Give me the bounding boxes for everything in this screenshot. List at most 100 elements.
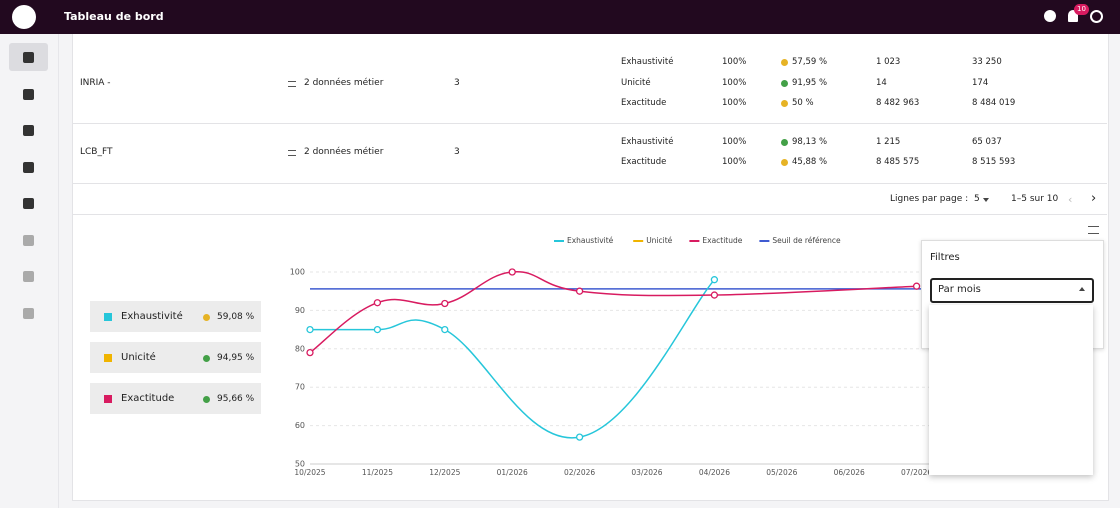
x-tick-label: 04/2026 [699, 468, 730, 477]
logo[interactable] [12, 5, 36, 29]
series-line [310, 279, 715, 439]
page-title: Tableau de bord [64, 10, 164, 23]
filter-icon [288, 150, 296, 156]
sidebar-icon[interactable] [23, 52, 34, 63]
y-tick-label: 70 [295, 383, 305, 392]
series-point [441, 325, 449, 334]
select-arrow [1079, 287, 1085, 291]
status-dot [781, 100, 788, 108]
status-dot [203, 355, 210, 362]
rows-per-page[interactable]: 5 [974, 194, 980, 204]
status-dot [781, 138, 788, 146]
summary-value: 94,95 % [217, 353, 255, 363]
legend-label: Exactitude [702, 236, 742, 245]
notification-badge: 10 [1074, 4, 1089, 15]
summary-card [90, 383, 261, 414]
series-point [575, 287, 584, 295]
filter-icon[interactable] [1088, 226, 1099, 234]
x-tick-label: 01/2026 [497, 468, 528, 477]
y-tick-label: 100 [290, 268, 305, 277]
series-point [508, 268, 516, 276]
row-name: LCB_FT [80, 147, 113, 157]
row-name: INRIA - [80, 77, 111, 88]
y-tick-label: 60 [295, 421, 305, 430]
metric-cell: 100% [722, 136, 747, 147]
series-point [373, 325, 382, 334]
status-dot [781, 159, 788, 167]
status-dot [203, 396, 210, 403]
x-tick-label: 02/2026 [564, 468, 595, 477]
metric-cell: 8 485 575 [876, 157, 920, 168]
summary-card [90, 342, 261, 373]
sidebar-icon[interactable] [23, 235, 34, 246]
summary-name: Exhaustivité [121, 311, 183, 322]
metric-cell: Exactitude [621, 98, 667, 109]
series-point [441, 299, 449, 308]
summary-swatch [104, 354, 112, 362]
row-count: 3 [454, 147, 460, 157]
filter-select[interactable] [930, 278, 1094, 303]
x-tick-label: 12/2025 [429, 468, 460, 477]
series-point [373, 299, 382, 307]
status-dot [781, 58, 788, 66]
y-tick-label: 80 [295, 344, 305, 353]
metric-cell: Unicité [621, 77, 651, 88]
metric-cell: 174 [972, 77, 989, 88]
prev-page[interactable]: ‹ [1068, 193, 1073, 206]
metric-cell: 91,95 % [792, 77, 828, 88]
row-filter: 2 données métier [304, 77, 384, 88]
summary-name: Unicité [121, 352, 156, 363]
summary-swatch [104, 313, 112, 321]
y-tick-label: 50 [295, 460, 305, 469]
metric-cell: 65 037 [972, 136, 1002, 147]
series-point [710, 276, 719, 284]
next-page[interactable]: › [1091, 191, 1097, 206]
sidebar-icon[interactable] [23, 271, 34, 282]
metric-cell: 8 515 593 [972, 157, 1016, 168]
chart: 50 60 70 80 90 100 10/2025 11/2025 12/2025 01/202… [290, 236, 977, 477]
page-range: 1–5 sur 10 [1011, 194, 1059, 204]
sidebar-icon[interactable] [23, 125, 34, 136]
row-divider [72, 183, 1107, 184]
series-point [912, 282, 921, 290]
summary-value: 95,66 % [217, 394, 255, 404]
sidebar-icon[interactable] [23, 198, 34, 209]
legend-label: Seuil de référence [772, 236, 841, 245]
metric-cell: 1 215 [876, 136, 901, 147]
sidebar-icon[interactable] [23, 89, 34, 100]
status-dot [781, 79, 788, 87]
x-tick-label: 07/2026 [901, 468, 932, 477]
metric-cell: 100% [722, 98, 747, 109]
summary-swatch [104, 395, 112, 403]
series-point [710, 291, 719, 299]
metric-cell: Exhaustivité [621, 56, 674, 67]
metric-cell: 57,59 % [792, 56, 828, 67]
metric-cell: 33 250 [972, 56, 1002, 67]
help-icon[interactable] [1044, 10, 1056, 22]
rows-arrow [983, 198, 989, 202]
bell-icon[interactable] [1068, 10, 1078, 22]
sidebar-icon[interactable] [23, 162, 34, 173]
y-tick-label: 90 [295, 306, 305, 315]
metric-cell: 100% [722, 77, 747, 88]
filter-title: Filtres [930, 252, 960, 263]
series-point [306, 325, 314, 334]
metric-cell: 98,13 % [792, 136, 828, 147]
row-divider [72, 123, 1107, 124]
pagination-divider [72, 214, 1107, 215]
user-icon[interactable] [1090, 10, 1103, 23]
filter-options [929, 305, 1093, 475]
series-line [309, 271, 917, 354]
filter-selected: Par mois [938, 284, 981, 295]
x-tick-label: 05/2026 [766, 468, 797, 477]
metric-cell: 100% [722, 157, 747, 168]
summary-value: 59,08 % [217, 312, 255, 322]
sidebar-icon[interactable] [23, 308, 34, 319]
metric-cell: 14 [876, 77, 887, 88]
top-bar [0, 0, 1120, 34]
metric-cell: 50 % [792, 98, 814, 109]
metric-cell: 1 023 [876, 56, 901, 67]
metric-cell: 45,88 % [792, 157, 828, 168]
metric-cell: Exhaustivité [621, 136, 674, 147]
